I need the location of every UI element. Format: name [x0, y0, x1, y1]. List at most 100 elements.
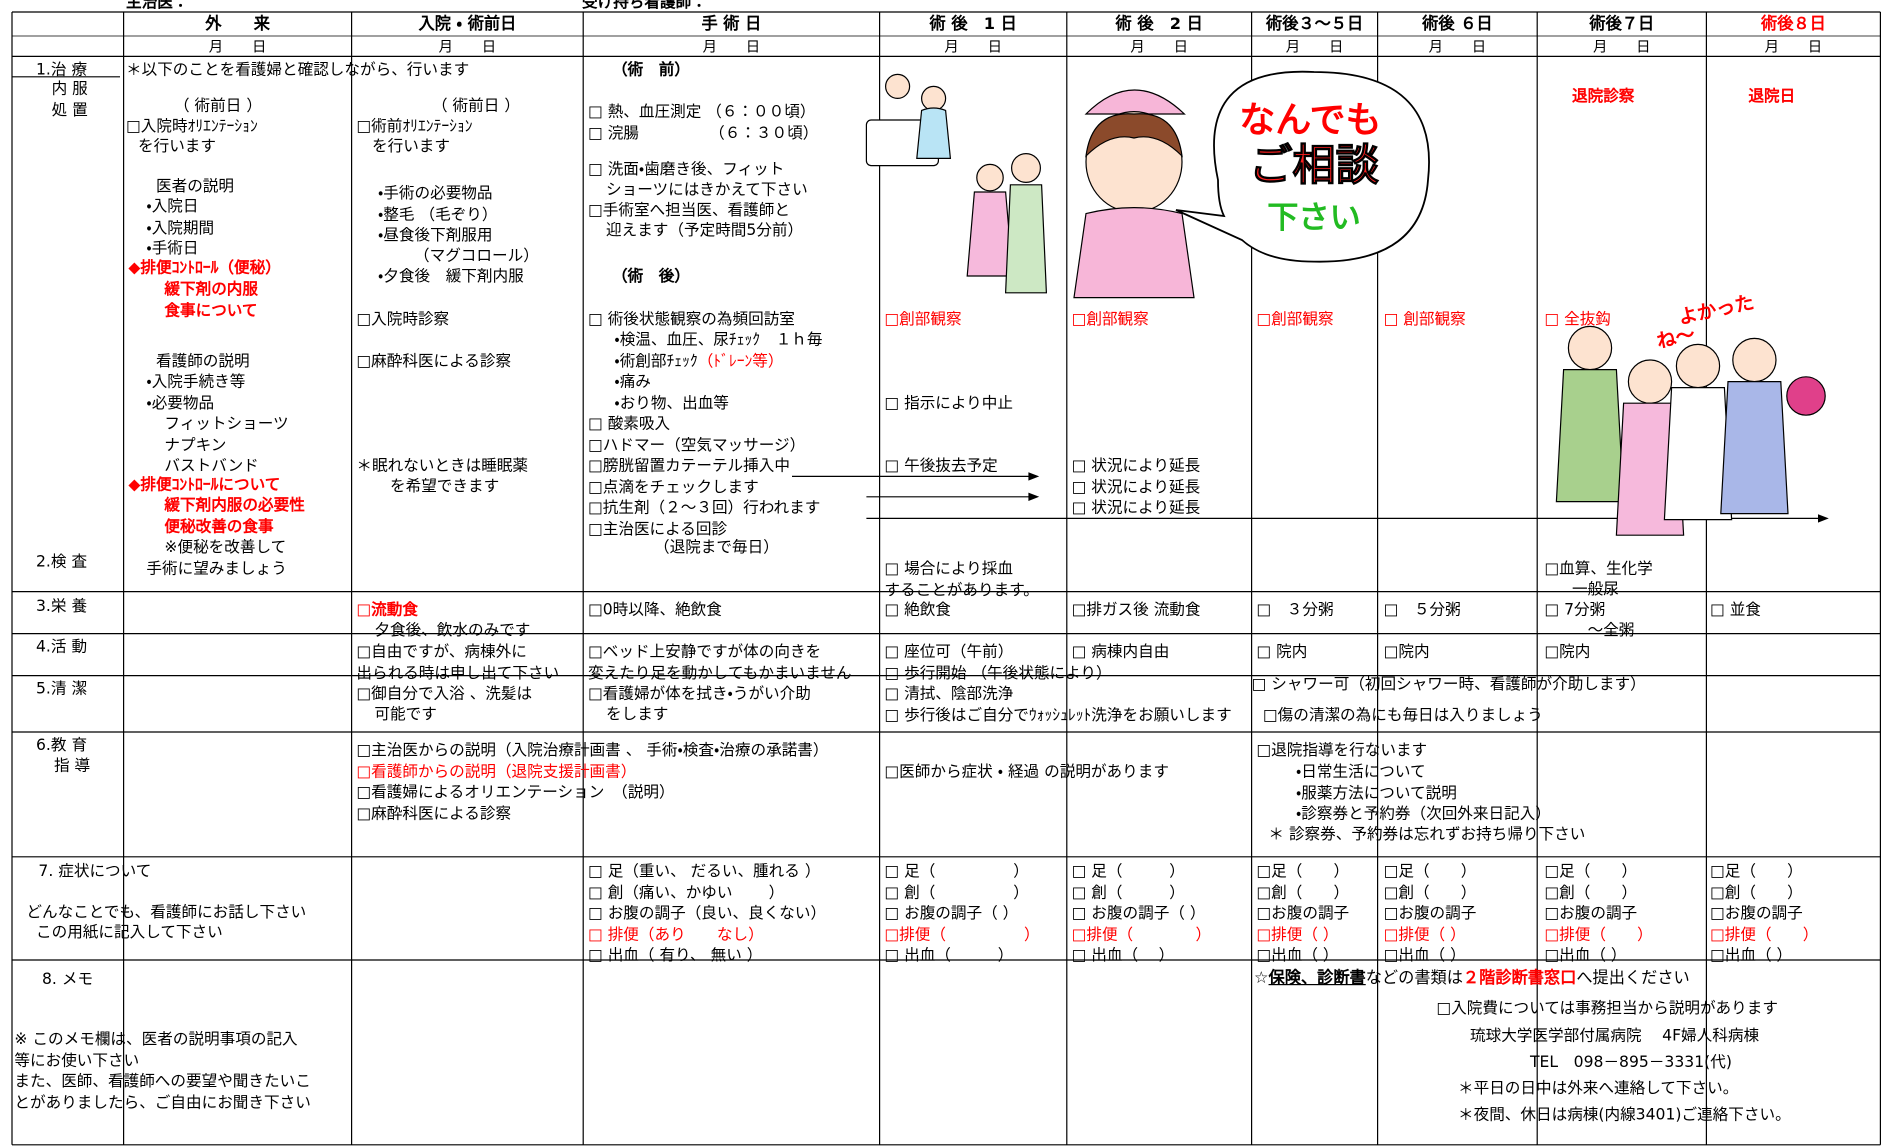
text-line: □ 病棟内自由 [1071, 643, 1170, 662]
person-body [1555, 369, 1625, 503]
text-line: □主治医からの説明（入院治療計画書 、 手術・検査・治療の承諾書） [356, 741, 829, 760]
text-block: □御自分で入浴 、洗髪は [356, 684, 532, 705]
column-date: 月 日 [1130, 38, 1188, 56]
text-line: □点滴をチェックします [588, 478, 759, 497]
text-block: ショーツにはきかえて下さい [606, 180, 808, 201]
text-line: 処 置 [51, 101, 88, 120]
text-block: ※ このメモ欄は、医者の説明事項の記入 等にお使い下さい また、医師、看護師への要望… [14, 1030, 310, 1114]
text-line: □退院指導を行ないます [1256, 741, 1428, 760]
text-line: □排便（ ） [1544, 925, 1653, 944]
text-line: □ 状況により延長 [1071, 499, 1201, 518]
text-line: □ 歩行後はご自分でｳｫｯｼｭﾚｯﾄ洗浄をお願いします □傷の清潔の為にも毎日は… [884, 706, 1543, 725]
text-line: 手術に望みましょう [146, 560, 287, 579]
text-block: 2.検 査 [36, 552, 87, 573]
text-block: □足（ ） □創（ ） □お腹の調子 □排便（ ） □出血（ ） [1256, 862, 1349, 967]
text-block: ・手術の必要物品 ・整毛 （毛ぞり） ・昼食後下剤服用 [378, 184, 497, 247]
text-block: □入院時診察 [356, 310, 449, 331]
text-line: □排便（ ） [1710, 925, 1819, 944]
column-date: 月 日 [1285, 38, 1344, 56]
text-block: □院内 [1544, 642, 1590, 663]
text-line: 便秘改善の食事 [164, 517, 274, 536]
text-block: □手術室へ担当医、看護師と [588, 200, 790, 221]
text-line: ・術創部ﾁｪｯｸ（ﾄﾞﾚｰﾝ等） [614, 351, 822, 372]
text-part: （ﾄﾞﾚｰﾝ等） [697, 352, 784, 371]
text-block: □看護婦が体を拭き・うがい介助 [588, 684, 811, 705]
text-line: ・日常生活について [1296, 763, 1426, 782]
text-block: □入院時ｵﾘｴﾝﾃｰｼｮﾝ [126, 116, 258, 137]
text-line: フィットショーツ [164, 415, 289, 434]
text-line: ・痛み [614, 373, 651, 392]
column-header: 術 後 1 日 [929, 14, 1017, 34]
text-line: □排便（ ） [1383, 925, 1466, 944]
text-line: □足（ ） [1544, 862, 1638, 881]
text-line: 8. メモ [42, 970, 94, 989]
text-block: □ 足（ ） □ 創（ ） □ お腹の調子（ ） □排便（ ） □ 出血（ ） [1072, 862, 1212, 967]
text-line: □出血（ ） [1256, 946, 1339, 965]
text-block: 医者の説明 [156, 176, 234, 197]
text-part: ・術創部ﾁｪｯｸ [614, 352, 698, 371]
text-line: □ 7分粥 [1544, 601, 1606, 620]
text-line: を希望できます [390, 477, 500, 496]
column-header: 術後３～５日 [1266, 14, 1364, 34]
text-line: 看護師の説明 [156, 352, 250, 371]
text-line: どんなことでも、看護師にお話し下さい [26, 903, 307, 922]
nurse-head [885, 73, 911, 100]
text-line: □ベッド上安静ですが体の向きを [588, 643, 822, 662]
text-block: ・検温、血圧、尿ﾁｪｯｸ １ｈ毎 ・術創部ﾁｪｯｸ（ﾄﾞﾚｰﾝ等） ・痛み ・おり物、… [614, 330, 822, 414]
text-line: □ 足（ ） [1071, 862, 1185, 881]
text-block: 緩下剤の内服 食事について [164, 280, 258, 322]
text-line: □創部観察 [1071, 310, 1149, 329]
text-block: （術 後） [612, 266, 690, 287]
patient-body [916, 107, 952, 160]
text-line: （術 後） [612, 267, 691, 286]
text-line: □0時以降、絶飲食 [588, 601, 722, 620]
column-header: 入院 ・ 術前日 [418, 14, 517, 34]
text-line: ・手術日 [146, 240, 199, 258]
text-block: □0時以降、絶飲食 [588, 600, 722, 621]
text-block: □ シャワー可（初回シャワー時、看護師が介助します） [1252, 674, 1646, 695]
text-line: □ 絶飲食 [884, 601, 951, 620]
text-line: □術前ｵﾘｴﾝﾃｰｼｮﾝ [356, 117, 473, 136]
text-line: 3.栄 養 [36, 597, 88, 616]
text-line: 緩下剤の内服 [164, 280, 259, 299]
text-line: ショーツにはきかえて下さい [606, 181, 808, 200]
text-line: □ 足（ ） [884, 862, 1029, 881]
text-block: フィットショーツ ナプキン バストバンド [164, 414, 288, 477]
text-block: □ 座位可（午前） □ 歩行開始 （午後状態により） [884, 642, 1111, 684]
text-line: （退院まで毎日） [654, 538, 779, 557]
text-block: ◆排便ｺﾝﾄﾛｰﾙについて [128, 475, 280, 496]
man-body [1004, 184, 1048, 294]
text-line: □創（ ） [1544, 883, 1638, 902]
text-block: 緩下剤内服の必要性 便秘改善の食事 [164, 496, 304, 538]
text-block: □術前ｵﾘｴﾝﾃｰｼｮﾝ [356, 116, 472, 137]
text-line: を行います [138, 138, 217, 156]
text-block: ＊夜間、休日は病棟(内線3401)ご連絡下さい。 [1458, 1105, 1791, 1126]
text-line: ・手術の必要物品 [378, 184, 493, 203]
text-line: ・服薬方法について説明 [1296, 784, 1457, 803]
text-block: ◆排便ｺﾝﾄﾛｰﾙ（便秘） [128, 258, 280, 279]
text-line: ～全粥 [1587, 621, 1635, 640]
arrow-head [1028, 472, 1040, 481]
nurse-hair [1085, 113, 1183, 158]
text-line: 出られる時は申し出て下さい [356, 664, 560, 683]
text-block: ☆保険、診断書などの書類は２階診断書窓口へ提出ください [1254, 968, 1690, 989]
text-line: ☆保険、診断書などの書類は２階診断書窓口へ提出ください [1254, 968, 1690, 989]
text-block: □ 洗面・歯磨き後、フィット [588, 160, 784, 181]
text-block: 夕食後、飲水のみです [374, 620, 530, 641]
text-line: 琉球大学医学部付属病院 4F婦人科病棟 [1470, 1027, 1760, 1046]
text-line: □出血（ ） [1383, 946, 1466, 965]
text-block: を希望できます [390, 476, 499, 497]
text-block: を行います [138, 137, 216, 158]
text-block: □ 全抜鈎 [1544, 310, 1611, 331]
text-line: □ 創（痛い、かゆい ） [588, 883, 785, 902]
text-line: □手術室へ担当医、看護師と [588, 201, 790, 220]
person-head [1675, 343, 1721, 389]
text-block: どんなことでも、看護師にお話し下さい [26, 902, 306, 923]
person-head [1567, 325, 1613, 371]
column-header: 術 後 2 日 [1115, 14, 1203, 34]
person-body [1663, 387, 1733, 521]
text-line: ・診察券と予約券（次回外来日記入） [1296, 805, 1551, 824]
text-line: ＊平日の日中は外来へ連絡して下さい。 [1458, 1080, 1739, 1098]
text-block: □ 足（重い、 だるい、腫れる ） □ 創（痛い、かゆい ） □ お腹の調子（良い、… [588, 862, 826, 967]
